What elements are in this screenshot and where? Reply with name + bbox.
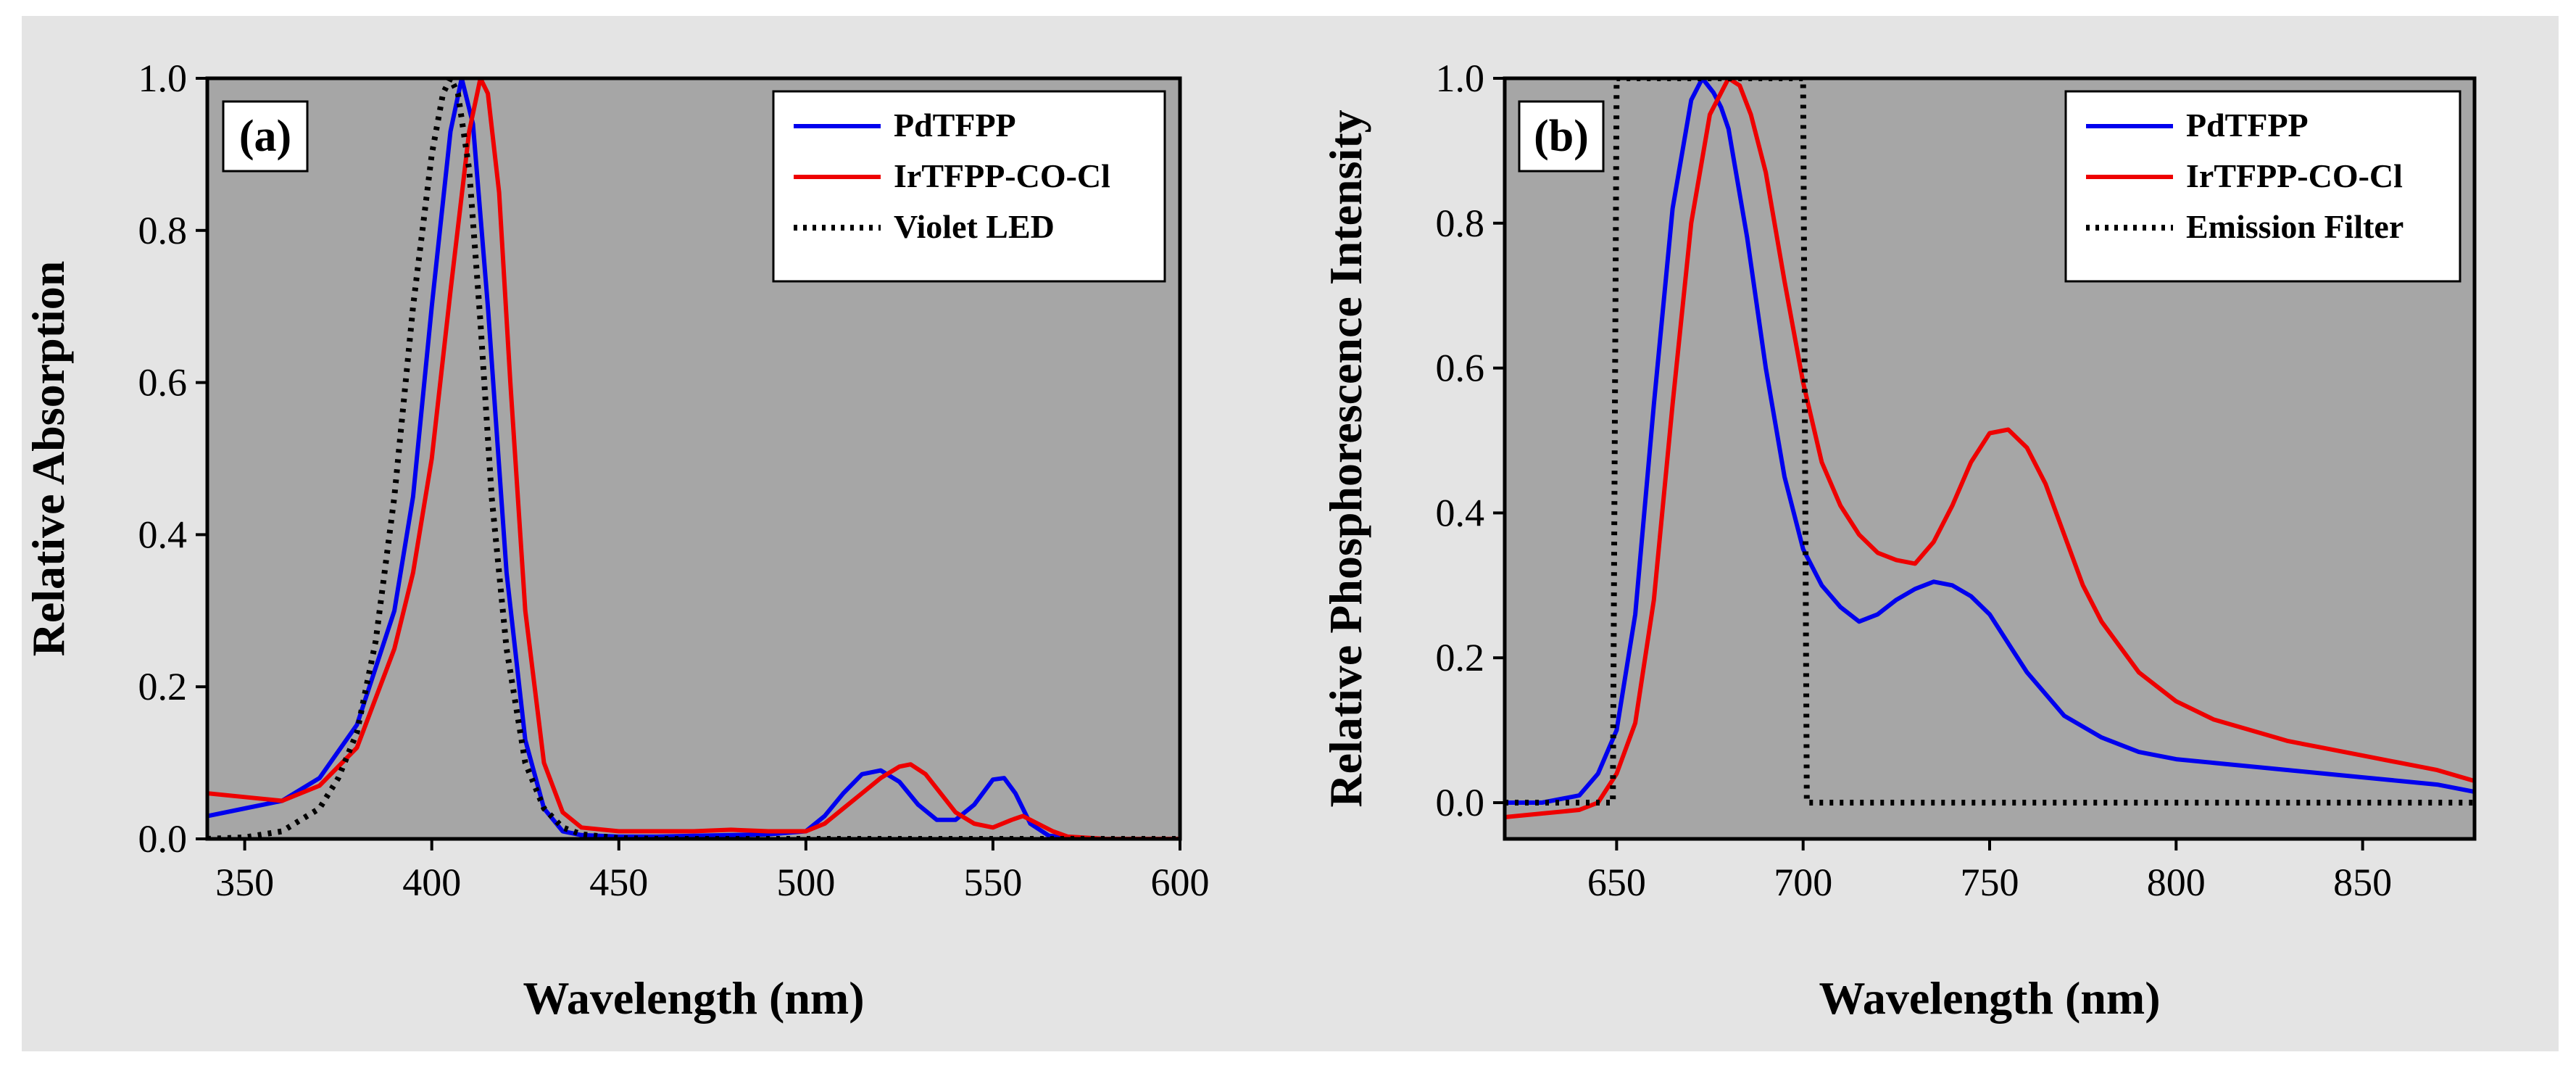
series-line-irtfpp-co-cl [1505, 78, 2475, 819]
series-line-violet-led [207, 78, 1180, 839]
legend-label: PdTFPP [2186, 107, 2309, 144]
legend-label: IrTFPP-CO-Cl [894, 157, 1110, 194]
chart-panel-2: 650 700 750 800 850 0.0 0.2 0.4 0.6 0.8 1.0 Wavelen… [1320, 57, 2477, 1024]
series-line-pdtfpp [1505, 78, 2475, 805]
x-tick-label: 700 [1774, 861, 1832, 904]
series-line-pdtfpp [207, 78, 1180, 839]
x-axis-title: Wavelength (nm) [523, 972, 864, 1024]
y-tick-label: 0.2 [138, 665, 188, 708]
legend-label: PdTFPP [894, 107, 1016, 144]
legend-label: IrTFPP-CO-Cl [2186, 157, 2403, 194]
y-tick-label: 0.8 [138, 209, 188, 252]
legend: PdTFPP IrTFPP-CO-Cl Emission Filter [2064, 90, 2461, 283]
x-tick-label: 400 [402, 861, 461, 904]
panel-label: (b) [1534, 112, 1589, 161]
legend-box [2064, 90, 2461, 283]
x-tick-label: 450 [589, 861, 648, 904]
legend-label: Violet LED [894, 208, 1055, 245]
y-tick-label: 0.0 [138, 817, 188, 861]
legend-label: Emission Filter [2186, 208, 2403, 245]
legend: PdTFPP IrTFPP-CO-Cl Violet LED [772, 90, 1166, 283]
y-axis-title: Relative Phosphorescence Intensity [1320, 109, 1371, 807]
series-line-irtfpp-co-cl [207, 78, 1180, 839]
series-group [207, 78, 1180, 839]
x-tick-label: 350 [215, 861, 274, 904]
x-tick-label: 800 [2147, 861, 2206, 904]
y-axis-title: Relative Absorption [22, 261, 74, 657]
y-tick-label: 0.8 [1436, 202, 1485, 245]
y-tick-label: 0.6 [138, 361, 188, 405]
y-tick-label: 0.2 [1436, 636, 1485, 679]
series-group [1505, 78, 2475, 819]
x-tick-label: 600 [1151, 861, 1210, 904]
y-tick-label: 0.6 [1436, 347, 1485, 390]
panel-label-box [1518, 100, 1605, 173]
plot-frame [205, 76, 1182, 841]
x-tick-label: 750 [1961, 861, 2019, 904]
y-tick-label: 0.4 [1436, 491, 1485, 534]
y-tick-label: 1.0 [1436, 57, 1485, 100]
y-tick-label: 0.4 [138, 513, 188, 556]
panel-label-box [222, 100, 309, 173]
x-tick-label: 850 [2333, 861, 2392, 904]
y-tick-label: 1.0 [138, 57, 188, 100]
x-tick-label: 500 [776, 861, 835, 904]
legend-box [772, 90, 1166, 283]
x-tick-label: 550 [963, 861, 1022, 904]
chart-panel-1: 350 400 450 500 550 600 0.0 0.2 0.4 0.6 0.8 1.0 Wave… [22, 57, 1210, 1024]
x-axis-title: Wavelength (nm) [1819, 972, 2160, 1024]
x-tick-label: 650 [1587, 861, 1646, 904]
y-tick-label: 0.0 [1436, 781, 1485, 824]
panel-label: (a) [239, 112, 291, 161]
